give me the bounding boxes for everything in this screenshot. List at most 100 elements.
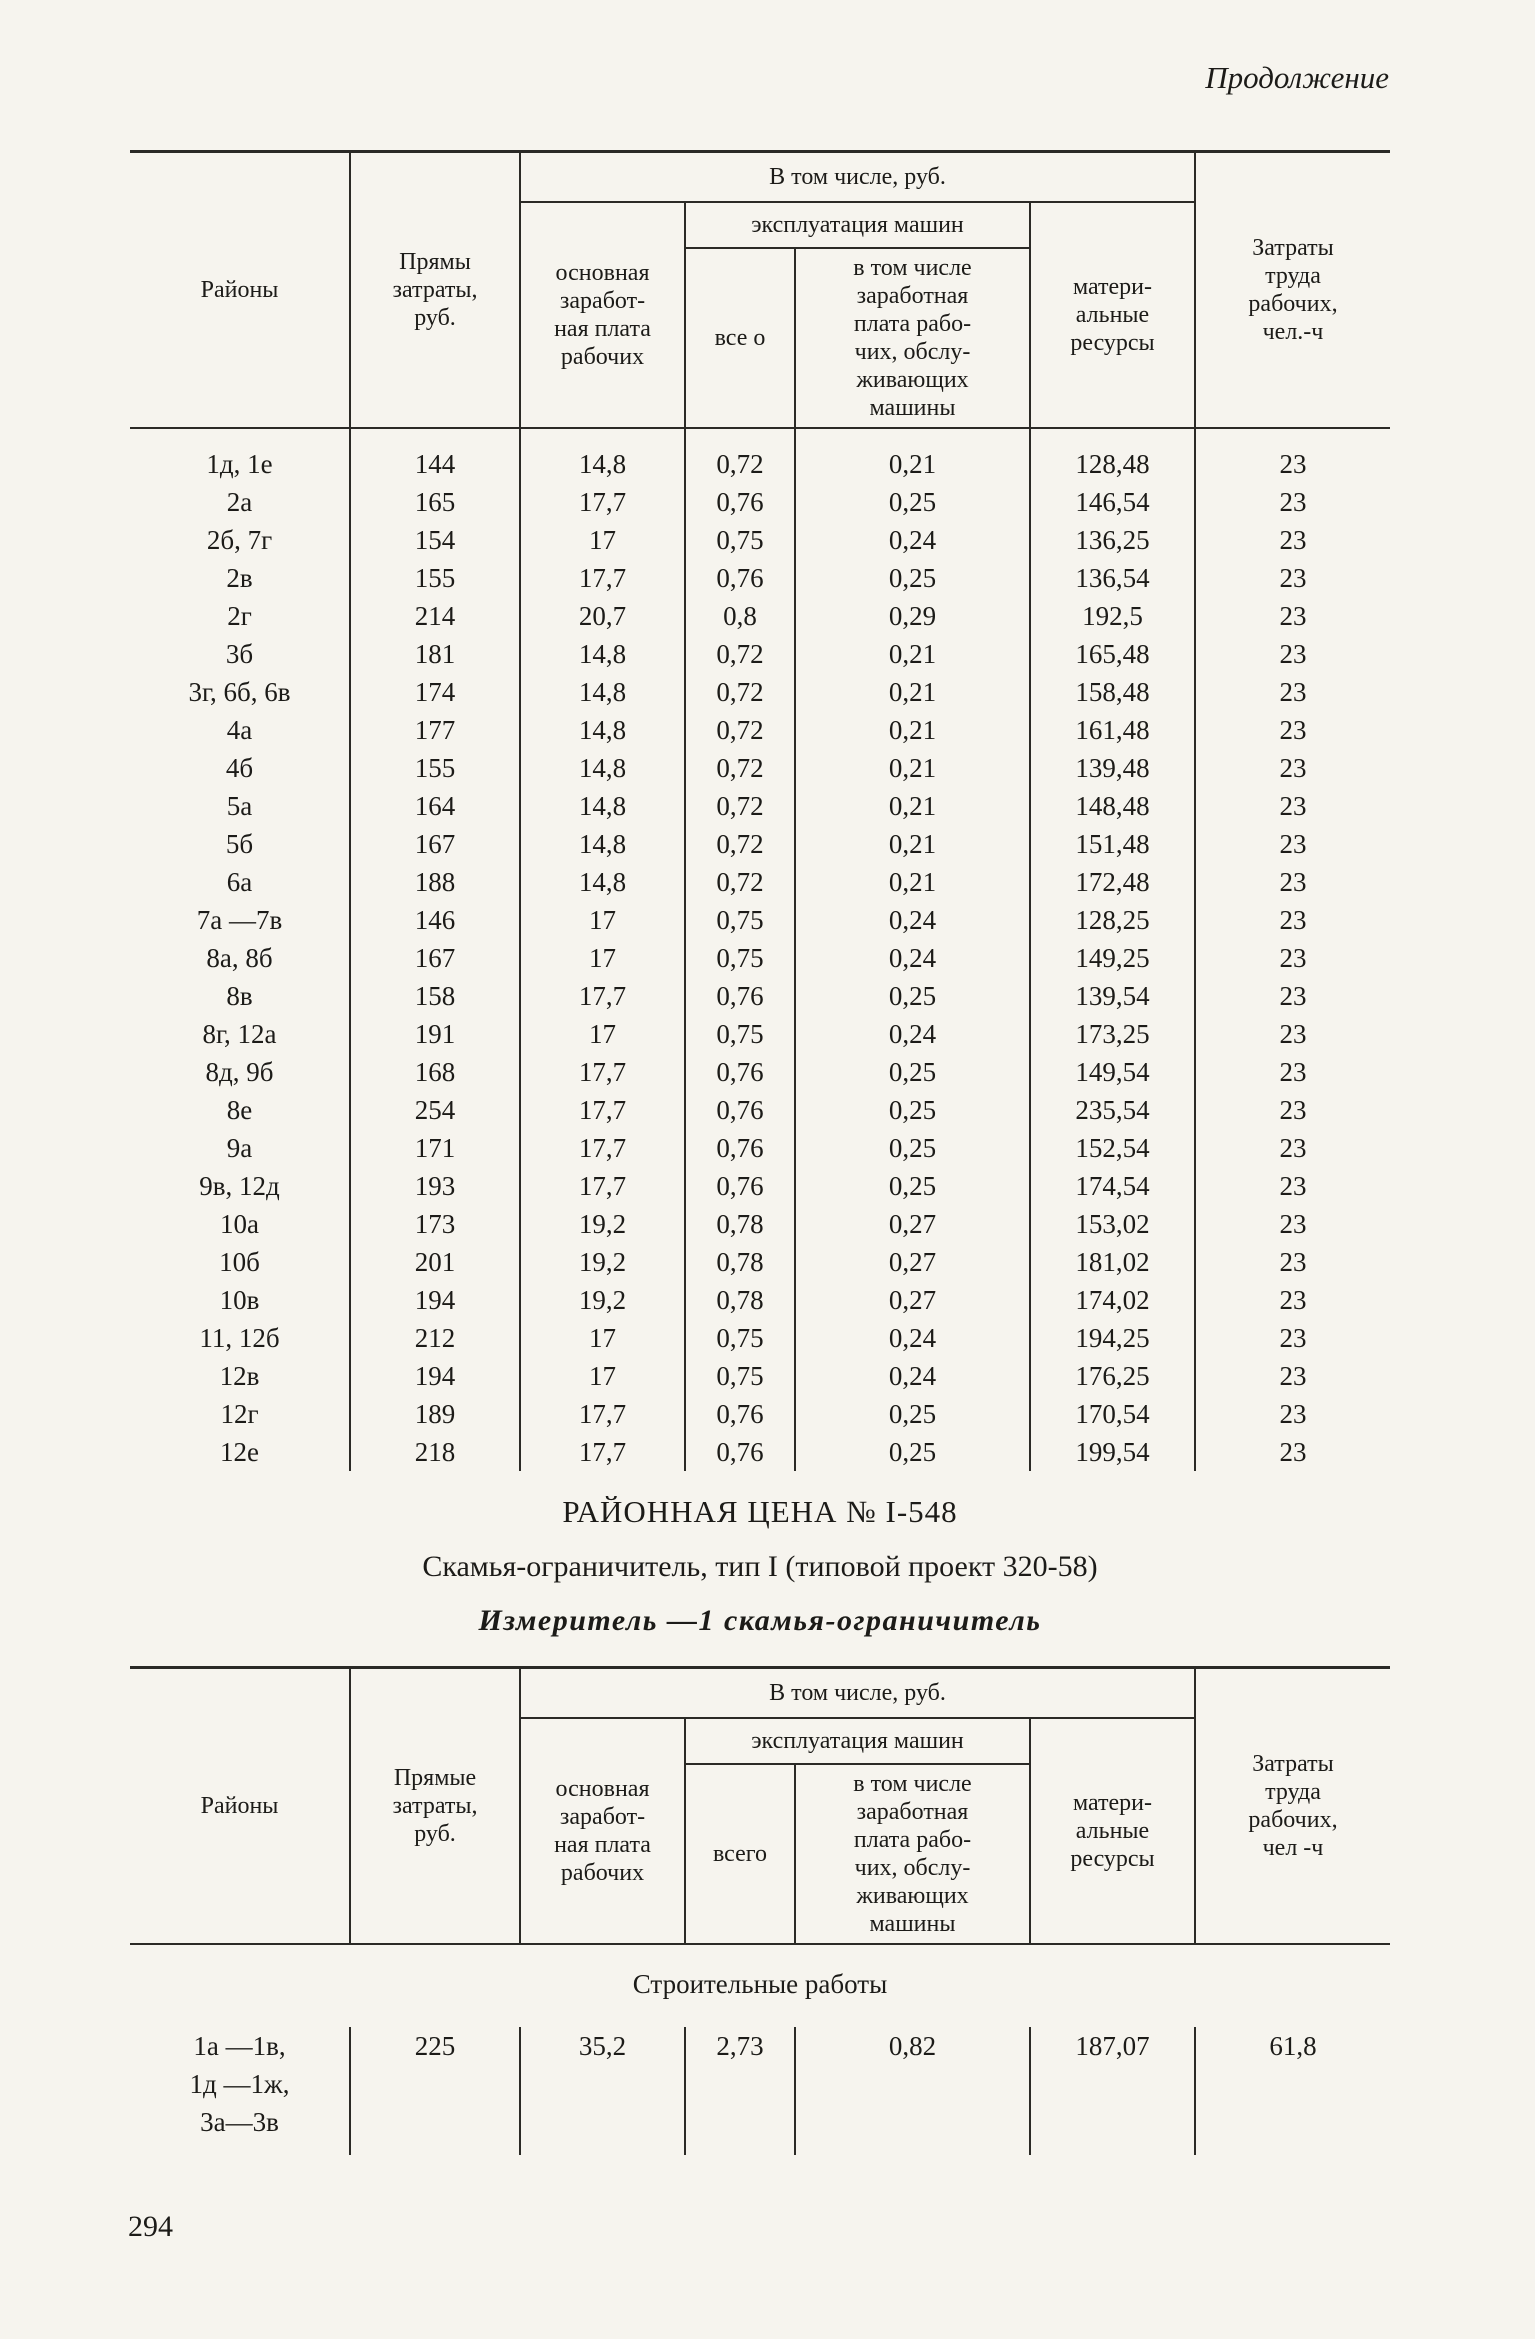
value-cell: 0,21 [794,824,1030,863]
value-cell: 19,2 [519,1204,685,1243]
value-cell: 23 [1194,1432,1390,1471]
value-cell: 14,8 [519,824,685,863]
value-cell: 165,48 [1029,634,1195,673]
district-cell: 2г [227,600,252,631]
value-cell: 23 [1194,596,1390,635]
district-cell: 12г [220,1398,259,1429]
table-row: 12г 189 17,7 0,76 0,25 170,54 23 [130,1394,1390,1433]
value-cell: 188 [349,862,520,901]
value-cell: 194 [349,1356,520,1395]
value-cell: 23 [1194,1014,1390,1053]
value-cell: 201 [349,1242,520,1281]
value-cell: 0,76 [684,1128,795,1167]
value-cell: 0,25 [794,482,1030,521]
value-cell: 218 [349,1432,520,1471]
value-cell: 181 [349,634,520,673]
value-cell: 152,54 [1029,1128,1195,1167]
table-row: 11, 12б 212 17 0,75 0,24 194,25 23 [130,1318,1390,1357]
value-cell: 151,48 [1029,824,1195,863]
value-cell: 19,2 [519,1280,685,1319]
value-cell: 0,27 [794,1280,1030,1319]
value-cell: 0,72 [684,672,795,711]
value-cell: 155 [349,558,520,597]
col-header-machines-wages: в том числе заработная плата рабо- чих, … [794,1763,1030,1945]
table-row: 4б 155 14,8 0,72 0,21 139,48 23 [130,748,1390,787]
district-cell: 5б [225,828,254,859]
value-cell: 17,7 [519,976,685,1015]
value-cell: 199,54 [1029,1432,1195,1471]
value-cell: 128,48 [1029,427,1195,483]
table-row: 5б 167 14,8 0,72 0,21 151,48 23 [130,824,1390,863]
value-cell: 14,8 [519,786,685,825]
value-cell: 0,75 [684,900,795,939]
section-subtitle: Скамья-ограничитель, тип I (типовой прое… [422,1550,1098,1583]
col-header-labor: Затраты труда рабочих, чел.-ч [1194,151,1390,429]
value-cell: 0,21 [794,634,1030,673]
value-cell: 14,8 [519,862,685,901]
table-row: 8г, 12а 191 17 0,75 0,24 173,25 23 [130,1014,1390,1053]
district-cell: 2в [226,562,253,593]
value-cell: 0,75 [684,1014,795,1053]
value-cell: 0,24 [794,1014,1030,1053]
value-cell: 0,72 [684,427,795,483]
value-cell: 0,24 [794,520,1030,559]
value-cell: 0,25 [794,558,1030,597]
value-cell: 0,21 [794,862,1030,901]
value-cell: 0,75 [684,520,795,559]
value-cell: 0,76 [684,1394,795,1433]
value-cell: 0,76 [684,976,795,1015]
value-cell: 23 [1194,1356,1390,1395]
table-row: 2б, 7г 154 17 0,75 0,24 136,25 23 [130,520,1390,559]
district-cell: 1д, 1е [206,448,273,479]
col-header-machines-wages: в том числе заработная плата рабо- чих, … [794,247,1030,429]
col-header-basic-wage: основная заработ- ная плата рабочих [519,1717,685,1945]
value-cell: 17,7 [519,482,685,521]
district-cell: 2а [226,486,253,517]
value-cell: 214 [349,596,520,635]
value-cell: 23 [1194,938,1390,977]
value-cell: 17,7 [519,1090,685,1129]
col-header-including: В том числе, руб. [519,1667,1195,1719]
value-cell: 0,27 [794,1204,1030,1243]
value-cell: 17 [519,938,685,977]
value-cell: 23 [1194,1052,1390,1091]
col-header-machine-operation: эксплуатация машин [684,201,1030,249]
value-cell: 0,21 [794,748,1030,787]
value-cell: 174 [349,672,520,711]
value-cell: 0,25 [794,976,1030,1015]
value-cell: 0,76 [684,1052,795,1091]
district-cell: 10а [220,1208,259,1239]
value-cell: 0,29 [794,596,1030,635]
value-cell: 23 [1194,900,1390,939]
value-cell: 14,8 [519,710,685,749]
value-cell: 170,54 [1029,1394,1195,1433]
value-cell: 0,76 [684,482,795,521]
district-cell: 2б, 7г [206,524,273,555]
col-header-machines-total: всего [684,1763,795,1945]
value-cell: 23 [1194,1090,1390,1129]
table-row: 10а 173 19,2 0,78 0,27 153,02 23 [130,1204,1390,1243]
value-cell: 146,54 [1029,482,1195,521]
value-cell: 0,75 [684,1318,795,1357]
value-cell: 0,25 [794,1166,1030,1205]
value-cell: 165 [349,482,520,521]
district-cell: 12е [220,1436,259,1467]
table1-body: 1д, 1е 144 14,8 0,72 0,21 128,48 23 2а 165 17,7 0,… [130,427,1390,1471]
table-row: 6а 188 14,8 0,72 0,21 172,48 23 [130,862,1390,901]
value-cell: 17,7 [519,1166,685,1205]
value-cell: 176,25 [1029,1356,1195,1395]
continuation-label: Продолжение [1205,60,1389,95]
value-cell: 14,8 [519,748,685,787]
col-header-direct-costs: Прямые затраты, руб. [349,1667,520,1945]
value-cell: 158,48 [1029,672,1195,711]
value-cell: 212 [349,1318,520,1357]
section-measure: Измеритель —1 скамья-ограничитель [478,1604,1042,1637]
value-cell: 254 [349,1090,520,1129]
value-cell: 23 [1194,710,1390,749]
district-cell: 8е [226,1094,253,1125]
value-cell: 225 [349,2026,520,2155]
value-cell: 128,25 [1029,900,1195,939]
table-row: 12е 218 17,7 0,76 0,25 199,54 23 [130,1432,1390,1471]
district-cell: 1а —1в, 1д —1ж, 3а—3в [189,2030,290,2137]
